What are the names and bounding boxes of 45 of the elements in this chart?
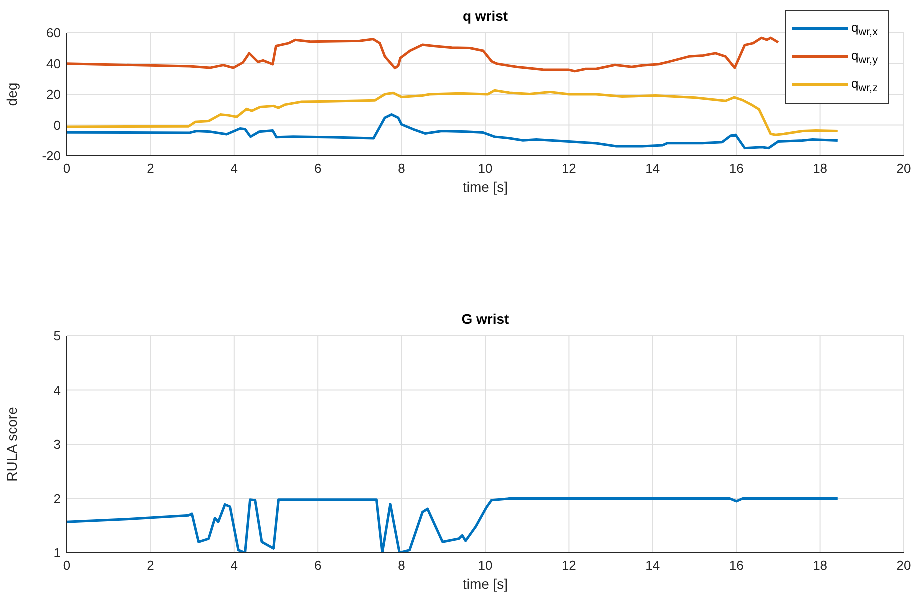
x-tick-label: 20 — [896, 161, 912, 176]
x-tick-label: 6 — [314, 558, 322, 574]
x-tick-label: 14 — [646, 558, 660, 574]
chart-title: G wrist — [460, 311, 510, 327]
x-tick-label: 6 — [314, 161, 322, 176]
x-tick-label: 4 — [230, 161, 238, 176]
x-tick-label: 16 — [729, 161, 744, 176]
line-series — [67, 89, 840, 136]
y-tick-label: 60 — [46, 26, 61, 41]
x-tick-label: 8 — [398, 558, 406, 574]
y-tick-label: 40 — [46, 56, 61, 72]
legend-label: q$_{wr,x}$ — [852, 20, 878, 38]
x-tick-label: 0 — [63, 161, 71, 176]
y-tick-label: 1 — [54, 546, 61, 561]
line-series — [67, 36, 780, 73]
y-tick-label: 4 — [54, 382, 61, 398]
x-tick-label: 2 — [147, 161, 154, 176]
x-tick-label: 10 — [478, 161, 493, 176]
x-tick-label: 16 — [729, 558, 744, 574]
y-tick-label: 5 — [54, 328, 61, 344]
x-tick-label: 2 — [147, 558, 154, 574]
y-tick-label: 3 — [54, 437, 61, 452]
x-axis-title: time [s] — [462, 576, 508, 592]
x-tick-label: 8 — [398, 161, 406, 176]
x-tick-label: 12 — [562, 558, 576, 574]
y-tick-label: 20 — [46, 87, 61, 102]
legend-label: q$_{wr,y}$ — [852, 48, 878, 66]
x-tick-label: 20 — [896, 558, 912, 574]
legend-label: q$_{wr,z}$ — [852, 76, 878, 94]
y-tick-label: -20 — [42, 148, 61, 164]
chart-title: q wrist — [462, 8, 508, 24]
x-axis-title: time [s] — [462, 179, 508, 195]
y-tick-label: 0 — [54, 118, 61, 133]
line-series — [67, 114, 840, 150]
y-axis-title: deg — [4, 82, 20, 106]
x-tick-label: 18 — [813, 558, 828, 574]
y-tick-label: 2 — [54, 491, 61, 506]
x-tick-label: 14 — [646, 161, 660, 176]
x-tick-label: 18 — [813, 161, 828, 176]
line-series — [67, 498, 840, 553]
x-tick-label: 12 — [562, 161, 576, 176]
x-tick-label: 4 — [230, 558, 238, 574]
x-tick-label: 0 — [63, 558, 71, 574]
y-axis-title: RULA score — [4, 406, 20, 482]
x-tick-label: 10 — [478, 558, 493, 574]
